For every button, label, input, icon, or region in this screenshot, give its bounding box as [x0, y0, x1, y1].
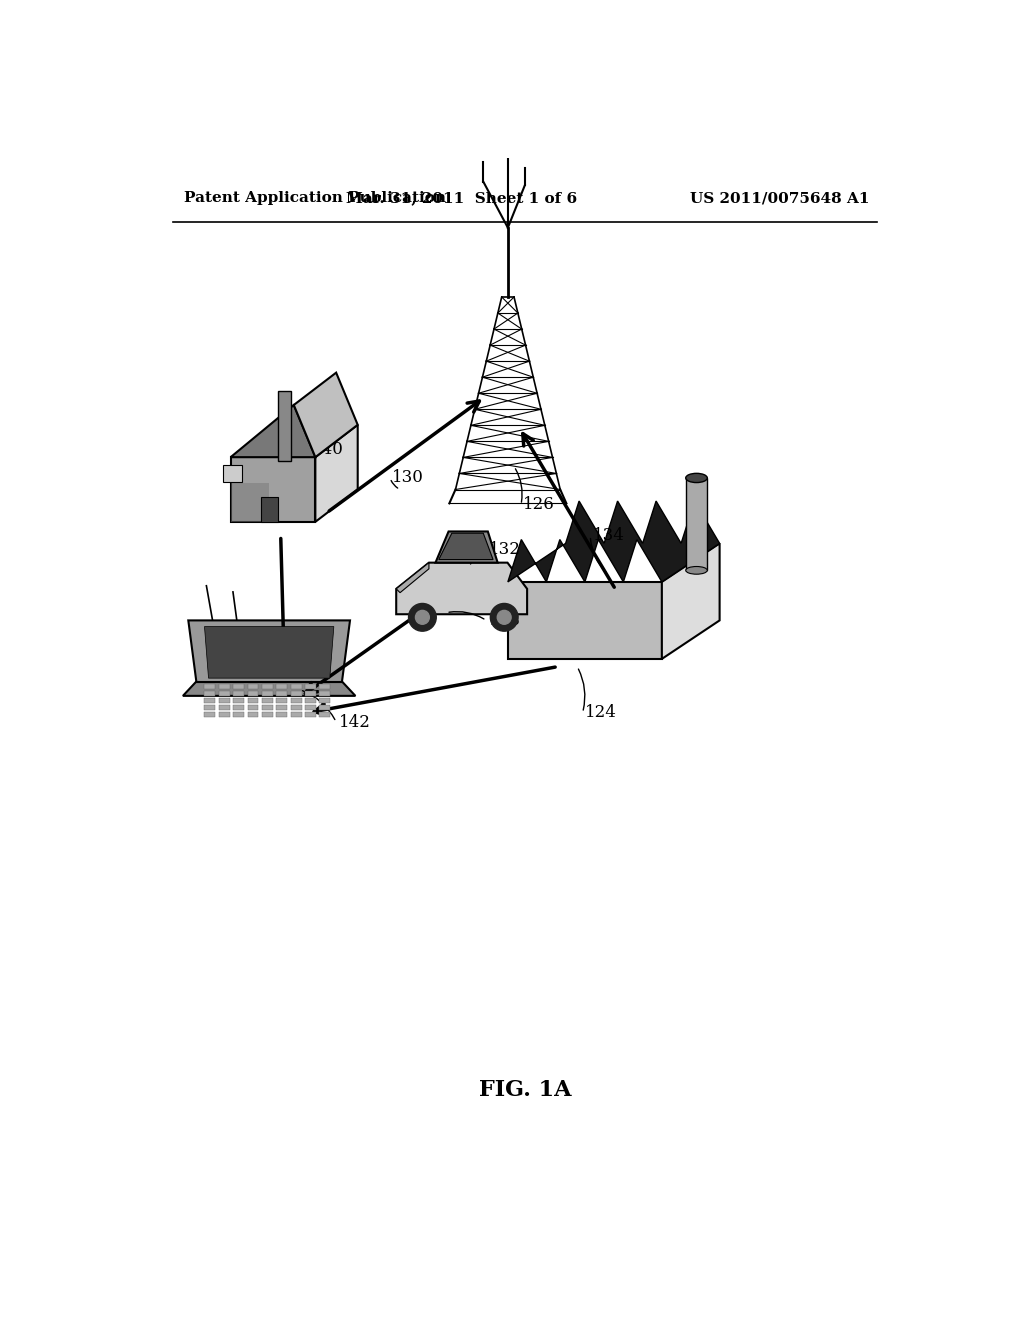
Polygon shape	[276, 684, 287, 689]
Polygon shape	[205, 627, 334, 678]
Polygon shape	[230, 405, 315, 457]
Polygon shape	[291, 711, 301, 717]
Text: 130: 130	[392, 470, 424, 487]
Text: FIG. 1A: FIG. 1A	[478, 1080, 571, 1101]
Polygon shape	[230, 483, 269, 521]
Polygon shape	[230, 457, 315, 521]
Polygon shape	[205, 705, 215, 710]
Polygon shape	[262, 711, 272, 717]
Polygon shape	[248, 698, 258, 702]
Polygon shape	[396, 562, 527, 614]
Polygon shape	[291, 698, 301, 702]
Polygon shape	[276, 698, 287, 702]
Polygon shape	[205, 698, 215, 702]
Text: US 2011/0075648 A1: US 2011/0075648 A1	[690, 191, 869, 206]
Text: 142: 142	[339, 714, 371, 730]
Text: 132: 132	[488, 541, 520, 558]
Polygon shape	[276, 705, 287, 710]
Text: 124: 124	[585, 705, 616, 721]
Polygon shape	[305, 711, 315, 717]
Polygon shape	[233, 692, 244, 696]
Polygon shape	[233, 711, 244, 717]
Polygon shape	[508, 502, 720, 582]
Polygon shape	[319, 698, 331, 702]
Text: 126: 126	[523, 496, 555, 513]
Polygon shape	[291, 705, 301, 710]
Polygon shape	[248, 684, 258, 689]
Circle shape	[416, 610, 429, 624]
Polygon shape	[305, 698, 315, 702]
Polygon shape	[219, 684, 229, 689]
Ellipse shape	[686, 566, 708, 574]
Polygon shape	[435, 532, 498, 562]
Polygon shape	[396, 562, 429, 593]
Polygon shape	[262, 705, 272, 710]
Polygon shape	[248, 692, 258, 696]
Polygon shape	[305, 705, 315, 710]
Polygon shape	[219, 711, 229, 717]
Polygon shape	[508, 582, 662, 659]
Text: 134: 134	[593, 527, 625, 544]
Polygon shape	[291, 692, 301, 696]
Polygon shape	[219, 698, 229, 702]
Circle shape	[490, 603, 518, 631]
Polygon shape	[438, 533, 494, 560]
Circle shape	[409, 603, 436, 631]
Circle shape	[498, 610, 511, 624]
Polygon shape	[205, 692, 215, 696]
Polygon shape	[319, 705, 331, 710]
Polygon shape	[276, 692, 287, 696]
Polygon shape	[233, 698, 244, 702]
Polygon shape	[205, 711, 215, 717]
Polygon shape	[233, 705, 244, 710]
Polygon shape	[262, 684, 272, 689]
Polygon shape	[319, 711, 331, 717]
Polygon shape	[294, 372, 357, 457]
Text: 140: 140	[311, 441, 343, 458]
Polygon shape	[183, 682, 355, 696]
Text: Mar. 31, 2011  Sheet 1 of 6: Mar. 31, 2011 Sheet 1 of 6	[346, 191, 578, 206]
Polygon shape	[262, 692, 272, 696]
Polygon shape	[662, 544, 720, 659]
Text: 128: 128	[488, 612, 520, 628]
Polygon shape	[319, 684, 331, 689]
Polygon shape	[262, 698, 272, 702]
Polygon shape	[686, 478, 708, 570]
Polygon shape	[276, 711, 287, 717]
Polygon shape	[223, 465, 243, 482]
Polygon shape	[248, 705, 258, 710]
Polygon shape	[291, 684, 301, 689]
Polygon shape	[315, 425, 357, 521]
Polygon shape	[305, 684, 315, 689]
Polygon shape	[319, 692, 331, 696]
Polygon shape	[219, 705, 229, 710]
Polygon shape	[305, 692, 315, 696]
Polygon shape	[261, 498, 279, 521]
Polygon shape	[205, 684, 215, 689]
Ellipse shape	[686, 474, 708, 483]
Polygon shape	[248, 711, 258, 717]
Polygon shape	[278, 391, 292, 461]
Polygon shape	[233, 684, 244, 689]
Polygon shape	[219, 692, 229, 696]
Text: Patent Application Publication: Patent Application Publication	[184, 191, 446, 206]
Polygon shape	[188, 620, 350, 682]
